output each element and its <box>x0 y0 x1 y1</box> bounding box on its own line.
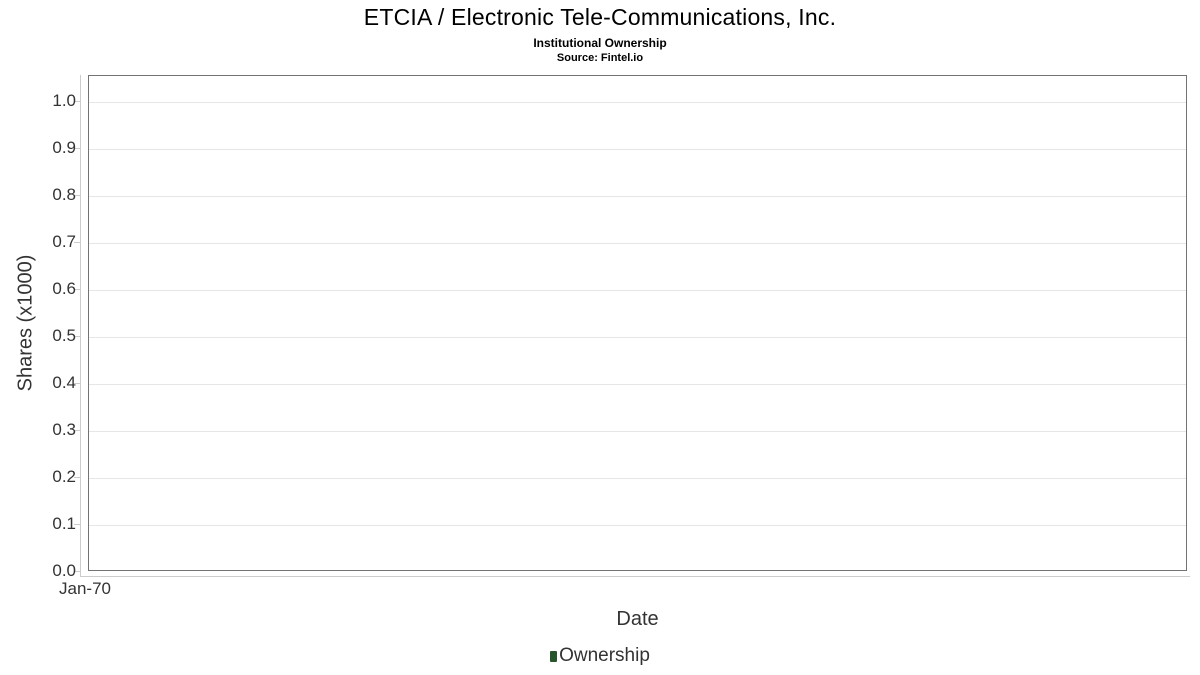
y-tick-label: 0.7 <box>52 231 76 251</box>
y-axis-title: Shares (x1000) <box>14 254 37 392</box>
chart-source: Source: Fintel.io <box>556 52 644 64</box>
gridline <box>89 101 1186 103</box>
y-axis-line <box>80 75 81 577</box>
x-tick-label: Jan-70 <box>59 579 111 598</box>
gridline <box>89 430 1186 432</box>
y-tick-label: 0.2 <box>52 466 76 486</box>
gridline <box>89 195 1186 197</box>
chart-title: ETCIA / Electronic Tele-Communications, … <box>363 4 837 30</box>
legend: Ownership <box>0 645 1200 667</box>
plot-area <box>88 75 1187 571</box>
legend-item-ownership[interactable]: Ownership <box>550 645 650 667</box>
y-tick-label: 0.9 <box>52 137 76 157</box>
y-tick-label: 0.8 <box>52 184 76 204</box>
legend-label-ownership: Ownership <box>559 645 650 666</box>
gridline <box>89 383 1186 385</box>
y-tick-label: 0.0 <box>52 560 76 580</box>
gridline <box>89 336 1186 338</box>
y-tick-label: 1.0 <box>52 90 76 110</box>
y-tick-label: 0.3 <box>52 419 76 439</box>
y-tick-label: 0.1 <box>52 513 76 533</box>
gridline <box>89 242 1186 244</box>
x-axis-line <box>80 576 1190 577</box>
x-axis-title: Date <box>616 608 659 630</box>
legend-marker-ownership <box>550 650 558 662</box>
gridline <box>89 477 1186 479</box>
gridline <box>89 289 1186 291</box>
chart-subtitle: Institutional Ownership <box>533 36 667 50</box>
gridline <box>89 148 1186 150</box>
gridline <box>89 524 1186 526</box>
